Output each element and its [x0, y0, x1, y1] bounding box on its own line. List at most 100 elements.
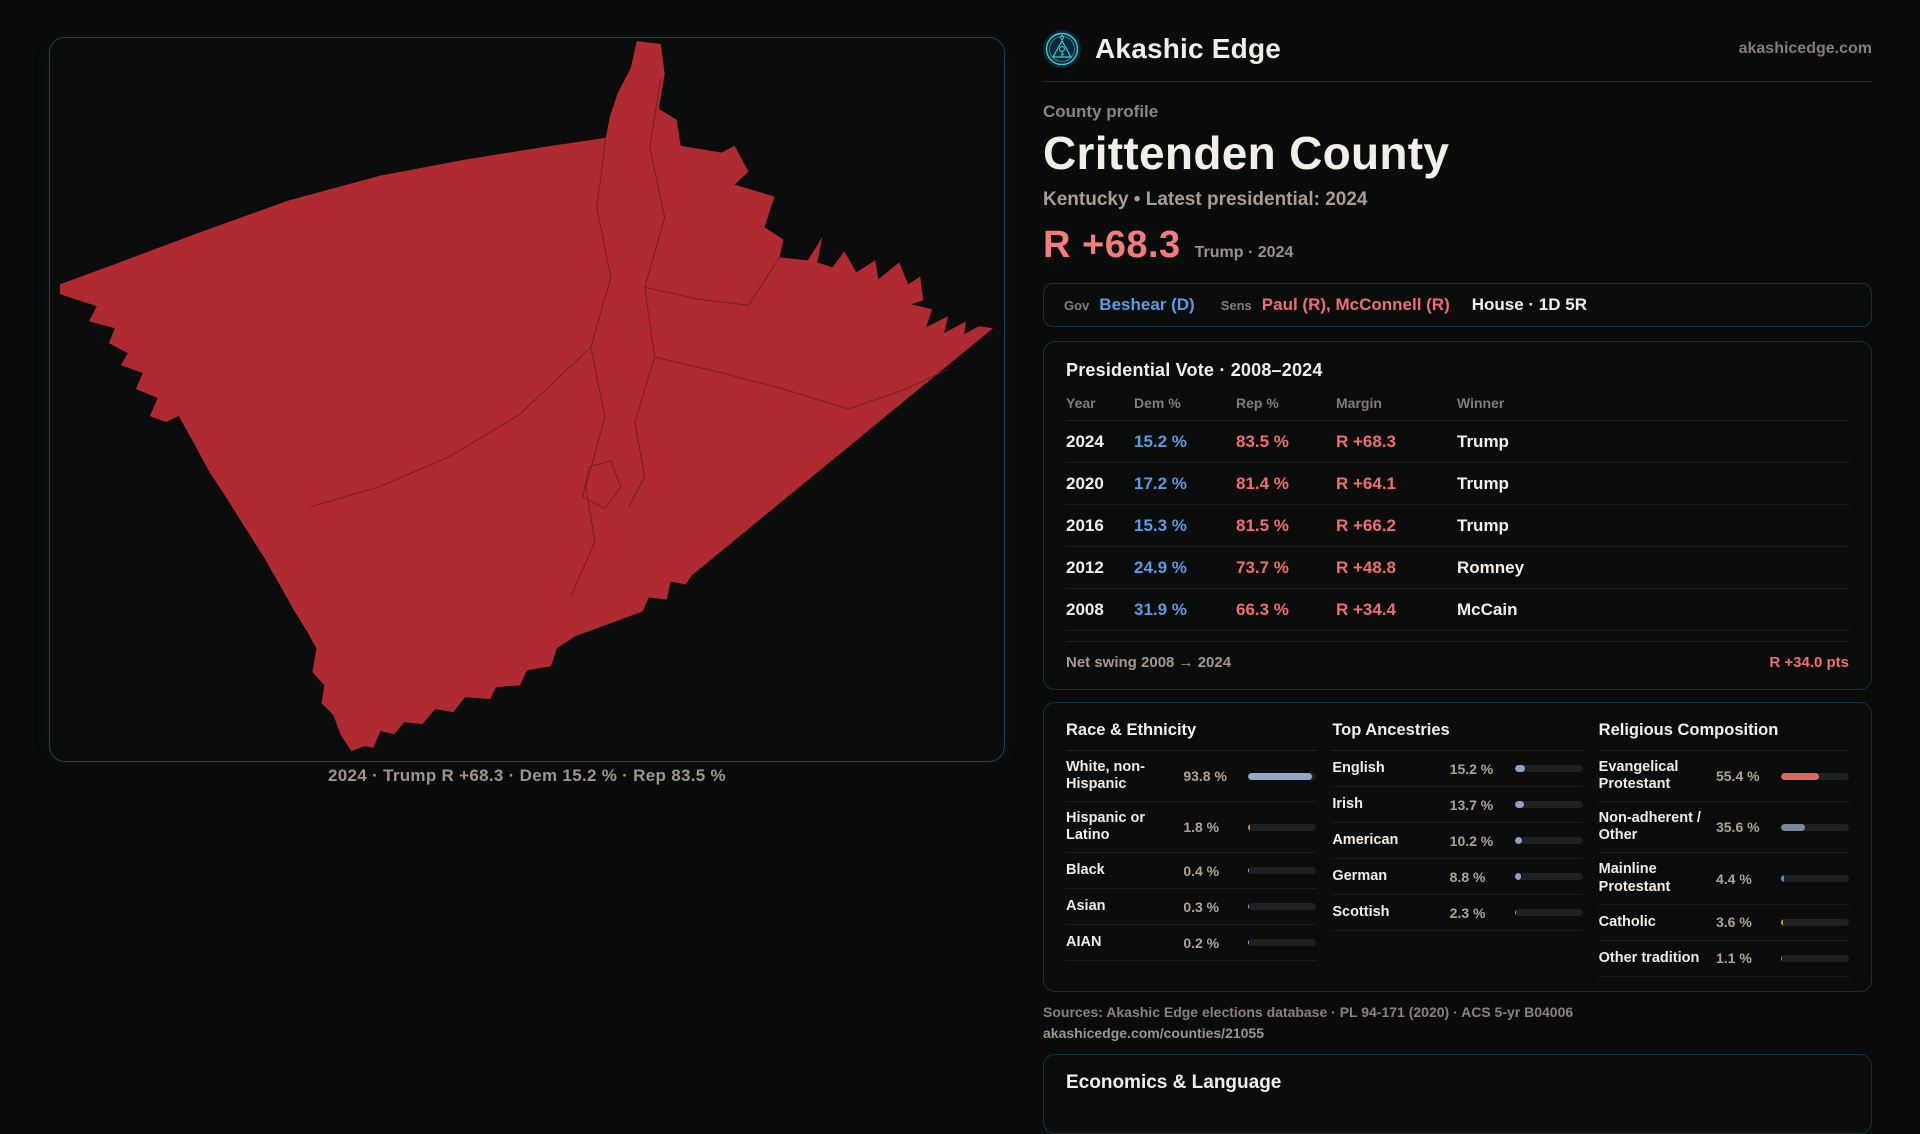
col-winner: Winner: [1457, 395, 1505, 411]
cell-winner: McCain: [1457, 599, 1518, 619]
precinct-lines: [311, 77, 949, 597]
demo-value: 35.6 %: [1715, 819, 1760, 836]
profile-column: Akashic Edge akashicedge.com County prof…: [1043, 30, 1872, 1134]
county-map[interactable]: [50, 38, 1004, 761]
presidential-vote-panel: Presidential Vote · 2008–2024 Year Dem %…: [1043, 341, 1872, 690]
table-row[interactable]: 2024 15.2 % 83.5 % R +68.3 Trump: [1066, 421, 1849, 463]
cell-winner: Trump: [1457, 431, 1509, 451]
ancestries-section: Top Ancestries English 15.2 % Irish 13.7…: [1332, 721, 1583, 977]
presidential-panel-title: Presidential Vote · 2008–2024: [1066, 360, 1323, 380]
gov-label: Gov: [1064, 297, 1090, 313]
page-subtitle: Kentucky • Latest presidential: 2024: [1043, 189, 1368, 210]
demo-label: Scottish: [1332, 903, 1390, 920]
cell-margin: R +68.3: [1336, 431, 1397, 451]
cell-winner: Trump: [1457, 473, 1509, 493]
site-domain-link[interactable]: akashicedge.com: [1738, 40, 1872, 57]
demo-value: 0.4 %: [1183, 862, 1220, 879]
economics-panel-title: Economics & Language: [1066, 1071, 1282, 1093]
demo-row: Irish 13.7 %: [1332, 787, 1583, 823]
house-value: House · 1D 5R: [1471, 295, 1587, 314]
demo-value: 15.2 %: [1449, 760, 1494, 777]
demo-bar: [1780, 875, 1849, 883]
demo-row: AIAN 0.2 %: [1066, 925, 1317, 962]
demo-label: Other tradition: [1598, 949, 1700, 966]
cell-year: 2016: [1066, 515, 1104, 535]
demo-row: American 10.2 %: [1332, 823, 1583, 859]
cell-margin: R +64.1: [1336, 473, 1397, 493]
table-row[interactable]: 2016 15.3 % 81.5 % R +66.2 Trump: [1066, 505, 1849, 547]
demo-bar: [1248, 772, 1317, 780]
demo-value: 13.7 %: [1449, 796, 1494, 813]
demo-value: 4.4 %: [1715, 870, 1752, 887]
demo-label: English: [1332, 759, 1385, 776]
demo-value: 0.3 %: [1183, 898, 1220, 915]
demo-bar: [1780, 823, 1849, 831]
demo-value: 1.8 %: [1183, 819, 1220, 836]
demo-bar: [1514, 873, 1583, 880]
race-section-title: Race & Ethnicity: [1066, 721, 1317, 751]
economics-panel: Economics & Language: [1043, 1053, 1872, 1134]
demo-value: 3.6 %: [1715, 914, 1752, 931]
demo-bar: [1248, 867, 1317, 875]
cell-year: 2008: [1066, 599, 1104, 619]
table-row[interactable]: 2012 24.9 % 73.7 % R +48.8 Romney: [1066, 547, 1849, 589]
demo-bar: [1514, 765, 1583, 772]
cell-year: 2012: [1066, 557, 1104, 577]
cell-winner: Romney: [1457, 557, 1525, 577]
demo-bar: [1780, 954, 1849, 962]
demo-bar: [1514, 909, 1583, 916]
demo-bar: [1248, 939, 1317, 947]
brand-logo-icon[interactable]: [1043, 30, 1081, 68]
demo-bar: [1780, 918, 1849, 926]
officials-bar: Gov Beshear (D) Sens Paul (R), McConnell…: [1043, 283, 1872, 327]
race-ethnicity-section: Race & Ethnicity White, non-Hispanic 93.…: [1066, 721, 1317, 977]
demo-row: Catholic 3.6 %: [1598, 905, 1849, 941]
net-swing-row: Net swing 2008 → 2024 R +34.0 pts: [1066, 641, 1849, 679]
demo-bar: [1514, 837, 1583, 844]
demo-bar: [1780, 772, 1849, 780]
demo-value: 2.3 %: [1449, 904, 1486, 921]
demo-row: White, non-Hispanic 93.8 %: [1066, 751, 1317, 803]
demo-label: White, non-Hispanic: [1066, 759, 1145, 793]
headline-margin: R +68.3 Trump · 2024: [1043, 224, 1872, 267]
demo-row: Non-adherent / Other 35.6 %: [1598, 802, 1849, 854]
demo-label: German: [1332, 867, 1388, 884]
demo-value: 1.1 %: [1715, 950, 1752, 967]
demo-label: Black: [1066, 862, 1105, 879]
religion-section-title: Religious Composition: [1598, 721, 1849, 751]
table-header-row: Year Dem % Rep % Margin Winner: [1066, 395, 1849, 421]
map-caption: 2024 · Trump R +68.3 · Dem 15.2 % · Rep …: [328, 766, 726, 785]
cell-winner: Trump: [1457, 515, 1509, 535]
cell-dem: 24.9 %: [1134, 557, 1187, 577]
cell-rep: 66.3 %: [1236, 599, 1289, 619]
margin-value: R +68.3: [1043, 224, 1181, 266]
net-swing-label: Net swing 2008 → 2024: [1066, 654, 1232, 671]
col-dem: Dem %: [1134, 395, 1181, 411]
demo-label: Evangelical Protestant: [1598, 759, 1679, 793]
county-map-panel: [49, 37, 1005, 762]
demo-label: AIAN: [1066, 934, 1102, 951]
cell-dem: 15.2 %: [1134, 431, 1187, 451]
county-url-link[interactable]: akashicedge.com/counties/21055: [1043, 1024, 1264, 1041]
demo-row: Hispanic or Latino 1.8 %: [1066, 802, 1317, 854]
table-row[interactable]: 2008 31.9 % 66.3 % R +34.4 McCain: [1066, 589, 1849, 631]
demo-value: 55.4 %: [1715, 768, 1760, 785]
cell-margin: R +34.4: [1336, 599, 1397, 619]
cell-dem: 15.3 %: [1134, 515, 1187, 535]
net-swing-value: R +34.0 pts: [1769, 654, 1849, 671]
demo-bar: [1248, 823, 1317, 831]
sens-label: Sens: [1220, 297, 1252, 313]
demo-label: American: [1332, 831, 1399, 848]
col-rep: Rep %: [1236, 395, 1279, 411]
sources-line: Sources: Akashic Edge elections database…: [1043, 1003, 1574, 1020]
cell-margin: R +48.8: [1336, 557, 1397, 577]
demo-label: Catholic: [1598, 913, 1656, 930]
senators-value: Paul (R), McConnell (R): [1261, 295, 1450, 314]
brand-name[interactable]: Akashic Edge: [1095, 33, 1282, 64]
demo-row: English 15.2 %: [1332, 751, 1583, 787]
col-margin: Margin: [1336, 395, 1382, 411]
table-row[interactable]: 2020 17.2 % 81.4 % R +64.1 Trump: [1066, 463, 1849, 505]
demo-row: Scottish 2.3 %: [1332, 895, 1583, 931]
sources-note: Sources: Akashic Edge elections database…: [1043, 1002, 1872, 1044]
demo-value: 8.8 %: [1449, 868, 1486, 885]
